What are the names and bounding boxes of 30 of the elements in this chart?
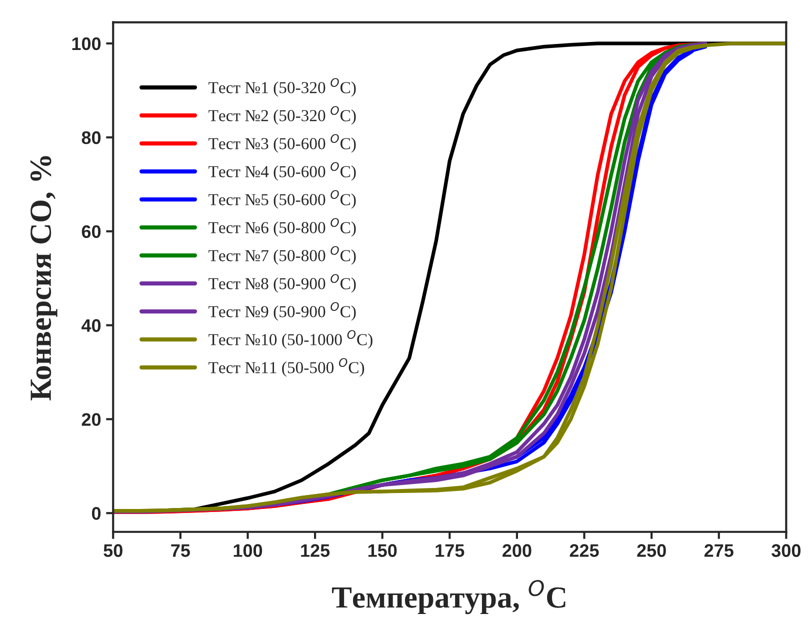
y-tick-label: 20 xyxy=(82,413,101,426)
x-tick-label: 50 xyxy=(104,544,122,557)
y-tick-label: 0 xyxy=(92,507,101,520)
legend-label: Тест №11 (50-500 $^{O}$C) xyxy=(208,358,364,377)
legend-label: Тест №10 (50-1000 $^{O}$C) xyxy=(208,330,372,349)
x-tick-label: 125 xyxy=(301,544,330,557)
x-tick-label: 200 xyxy=(502,544,532,557)
y-tick-label: 60 xyxy=(82,225,101,238)
y-tick-label: 40 xyxy=(82,319,101,332)
legend-label: Тест №9 (50-900 $^{O}$C) xyxy=(208,302,356,321)
y-tick-label: 100 xyxy=(72,37,101,50)
x-tick-label: 75 xyxy=(171,544,190,557)
y-tick-label: 80 xyxy=(82,131,101,144)
legend-label: Тест №2 (50-320 $^{O}$C) xyxy=(208,106,356,125)
legend-label: Тест №7 (50-800 $^{O}$C) xyxy=(208,246,356,265)
legend-label: Тест №8 (50-900 $^{O}$C) xyxy=(208,274,356,293)
legend-label: Тест №4 (50-600 $^{O}$C) xyxy=(208,162,356,181)
x-tick-label: 225 xyxy=(570,544,599,557)
x-tick-label: 300 xyxy=(772,544,801,557)
y-axis-title: Конверсия CO, % xyxy=(30,156,58,400)
x-axis-title: Температура, $^{O}$C xyxy=(332,580,566,614)
x-tick-label: 100 xyxy=(234,544,262,557)
x-tick-label: 275 xyxy=(704,544,734,557)
legend-label: Тест №1 (50-320 $^{O}$C) xyxy=(208,78,356,97)
legend-label: Тест №3 (50-600 $^{O}$C) xyxy=(208,134,356,153)
x-tick-label: 150 xyxy=(368,544,397,557)
x-tick-label: 175 xyxy=(436,544,464,557)
x-tick-label: 250 xyxy=(637,544,666,557)
legend-label: Тест №5 (50-600 $^{O}$C) xyxy=(208,190,356,209)
legend-label: Тест №6 (50-800 $^{O}$C) xyxy=(208,218,356,237)
